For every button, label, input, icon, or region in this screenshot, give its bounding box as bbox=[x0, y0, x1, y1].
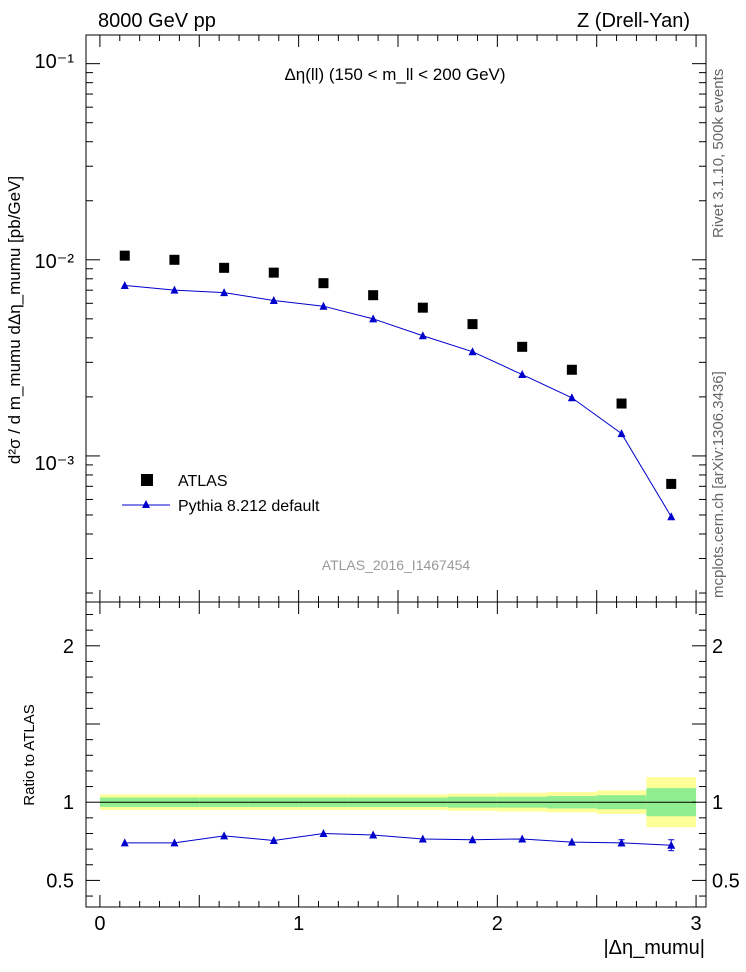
ratio-series bbox=[120, 828, 676, 852]
y-tick-label-1e-1: 10⁻¹ bbox=[35, 51, 75, 73]
legend-marker-pythia bbox=[142, 500, 150, 508]
data-point bbox=[318, 278, 329, 289]
mc-point bbox=[617, 429, 626, 438]
energy-label: 8000 GeV pp bbox=[98, 10, 216, 32]
ratio-line bbox=[124, 832, 672, 846]
x-axis-label: |Δη_mumu| bbox=[603, 937, 705, 959]
ratio-point bbox=[269, 836, 278, 845]
mc-point bbox=[468, 347, 477, 356]
mc-point bbox=[369, 314, 378, 323]
mc-point bbox=[418, 331, 427, 340]
mc-point bbox=[319, 301, 328, 310]
ratio-ticks bbox=[86, 602, 706, 907]
y-tick-label-right: 2 bbox=[712, 636, 723, 658]
legend: ATLAS Pythia 8.212 default bbox=[122, 473, 320, 515]
ratio-point bbox=[667, 840, 676, 849]
rivet-version-label: Rivet 3.1.10, 500k events bbox=[710, 69, 727, 238]
ratio-y-axis-label: Ratio to ATLAS bbox=[21, 704, 38, 805]
data-point bbox=[417, 302, 428, 313]
ratio-point bbox=[617, 838, 626, 847]
ratio-point bbox=[170, 838, 179, 847]
data-point bbox=[169, 254, 180, 265]
y-tick-label-left: 0.5 bbox=[46, 870, 74, 892]
ratio-point bbox=[369, 830, 378, 839]
ratio-point bbox=[468, 835, 477, 844]
data-point bbox=[517, 341, 528, 352]
data-point bbox=[368, 290, 379, 301]
data-point bbox=[616, 398, 627, 409]
x-tick-label: 2 bbox=[492, 913, 503, 935]
legend-marker-atlas bbox=[141, 474, 153, 486]
y-tick-label-left: 2 bbox=[63, 636, 74, 658]
legend-label-pythia: Pythia 8.212 default bbox=[178, 498, 320, 515]
mc-point bbox=[518, 370, 527, 379]
y-tick-label-1e-3: 10⁻³ bbox=[35, 453, 75, 475]
main-ticks bbox=[86, 35, 706, 602]
x-tick-label: 0 bbox=[94, 913, 105, 935]
data-point bbox=[566, 364, 577, 375]
x-tick-label: 1 bbox=[293, 913, 304, 935]
main-panel: 10⁻³ 10⁻² 10⁻¹ Δη(ll) (150 < m_ll < 200 … bbox=[5, 34, 707, 603]
ratio-point bbox=[120, 838, 129, 847]
ratio-point bbox=[567, 837, 576, 846]
mcplots-label: mcplots.cern.ch [arXiv:1306.3436] bbox=[710, 371, 727, 598]
main-tick-labels: 10⁻³ 10⁻² 10⁻¹ bbox=[35, 51, 75, 475]
ratio-panel: 0 1 2 3 0.5 0.5 1 1 2 2 Ratio to ATLAS |Δη_mumu| bbox=[21, 601, 740, 959]
y-tick-label-1e-2: 10⁻² bbox=[35, 251, 75, 273]
mc-point bbox=[120, 280, 129, 289]
panel-title: Δη(ll) (150 < m_ll < 200 GeV) bbox=[284, 65, 505, 84]
x-tick-label: 3 bbox=[691, 913, 702, 935]
main-frame bbox=[85, 34, 707, 603]
mc-point bbox=[269, 296, 278, 305]
legend-label-atlas: ATLAS bbox=[178, 473, 228, 490]
analysis-watermark: ATLAS_2016_I1467454 bbox=[322, 557, 471, 573]
ratio-point bbox=[418, 834, 427, 843]
y-axis-label: d²σ / d m_mumu dΔη_mumu [pb/GeV] bbox=[5, 176, 24, 464]
mc-point bbox=[170, 285, 179, 294]
data-point bbox=[119, 250, 130, 261]
ratio-point bbox=[220, 831, 229, 840]
data-point bbox=[467, 319, 478, 330]
mc-point bbox=[567, 393, 576, 402]
mc-point bbox=[667, 512, 676, 521]
ratio-frame bbox=[85, 601, 707, 908]
ratio-point bbox=[518, 834, 527, 843]
y-tick-label-right: 1 bbox=[712, 792, 723, 814]
ratio-bands bbox=[99, 777, 697, 828]
data-point bbox=[666, 478, 677, 489]
data-point bbox=[268, 267, 279, 278]
mc-series bbox=[120, 280, 676, 521]
y-tick-label-left: 1 bbox=[63, 792, 74, 814]
ratio-tick-labels: 0 1 2 3 0.5 0.5 1 1 2 2 bbox=[46, 636, 740, 935]
y-tick-label-right: 0.5 bbox=[712, 870, 740, 892]
process-label: Z (Drell-Yan) bbox=[577, 10, 690, 32]
mc-point bbox=[220, 288, 229, 297]
mc-line bbox=[124, 284, 672, 517]
ratio-point bbox=[319, 828, 328, 837]
data-series bbox=[119, 250, 677, 489]
data-point bbox=[219, 262, 230, 273]
